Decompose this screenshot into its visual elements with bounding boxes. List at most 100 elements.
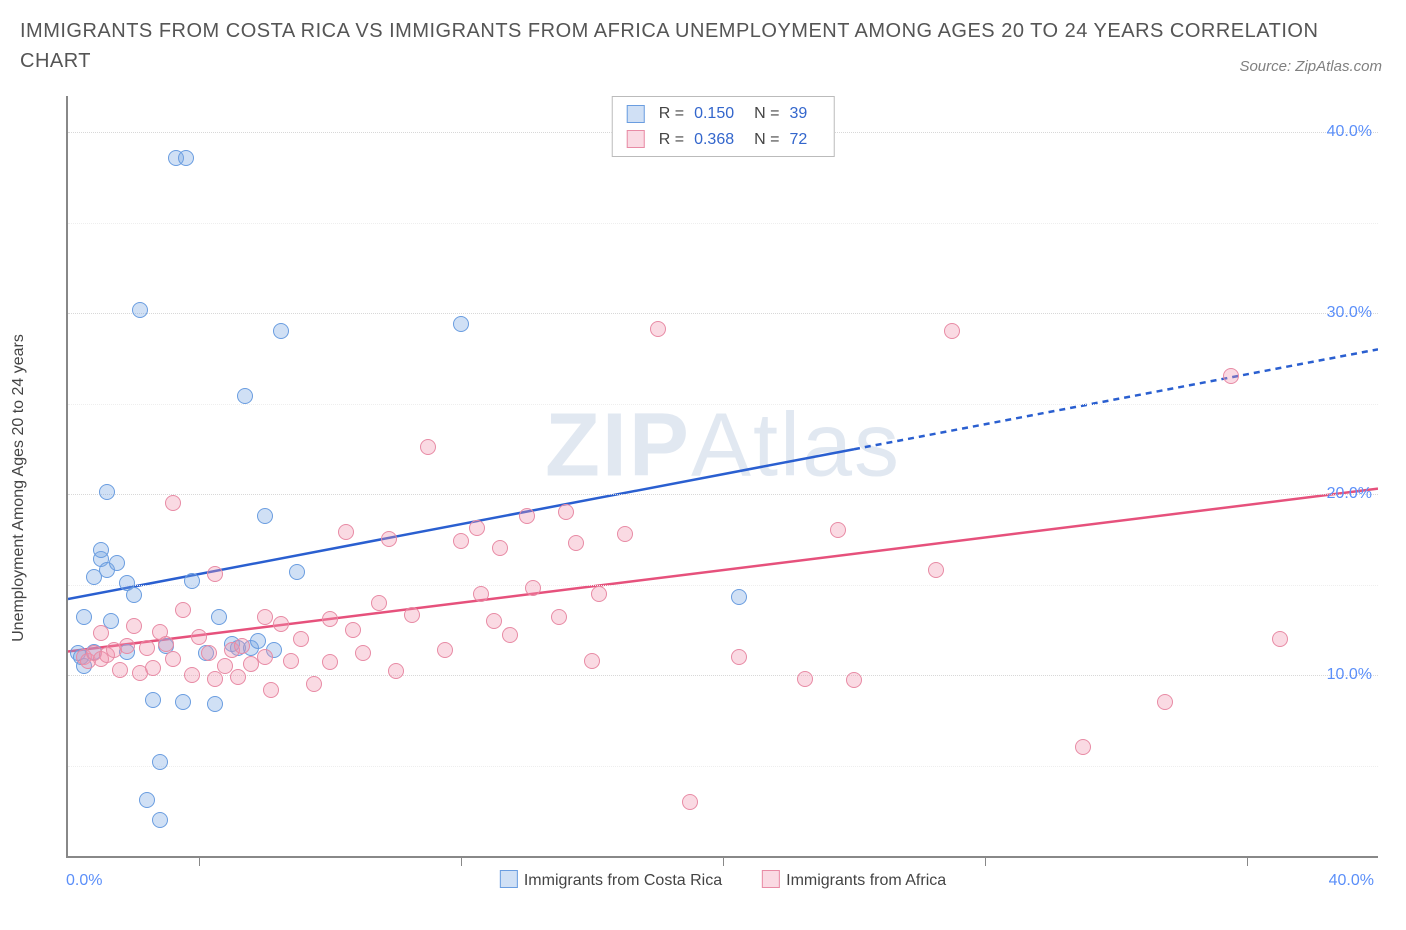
grid-line — [68, 675, 1378, 676]
x-tick — [461, 856, 462, 866]
data-point — [99, 484, 115, 500]
series-legend: Immigrants from Costa Rica Immigrants fro… — [500, 870, 946, 890]
data-point — [591, 586, 607, 602]
y-tick-label: 20.0% — [1327, 485, 1372, 503]
data-point — [617, 526, 633, 542]
data-point — [191, 629, 207, 645]
data-point — [211, 609, 227, 625]
data-point — [306, 676, 322, 692]
data-point — [338, 524, 354, 540]
data-point — [502, 627, 518, 643]
correlation-legend: R =0.150N =39R =0.368N =72 — [612, 96, 835, 157]
y-axis-label: Unemployment Among Ages 20 to 24 years — [10, 334, 28, 642]
data-point — [797, 671, 813, 687]
y-tick-label: 10.0% — [1327, 666, 1372, 684]
data-point — [473, 586, 489, 602]
data-point — [139, 792, 155, 808]
data-point — [584, 653, 600, 669]
data-point — [76, 609, 92, 625]
x-tick — [199, 856, 200, 866]
data-point — [525, 580, 541, 596]
data-point — [437, 642, 453, 658]
data-point — [139, 640, 155, 656]
chart-title: IMMIGRANTS FROM COSTA RICA VS IMMIGRANTS… — [20, 16, 1386, 76]
data-point — [371, 595, 387, 611]
data-point — [453, 533, 469, 549]
data-point — [1223, 368, 1239, 384]
data-point — [420, 439, 436, 455]
data-point — [109, 555, 125, 571]
data-point — [453, 316, 469, 332]
chart-container: Unemployment Among Ages 20 to 24 years Z… — [20, 88, 1386, 900]
x-axis-min-label: 0.0% — [66, 872, 102, 890]
x-tick — [1247, 856, 1248, 866]
data-point — [293, 631, 309, 647]
data-point — [175, 602, 191, 618]
data-point — [126, 618, 142, 634]
legend-stat-row: R =0.150N =39 — [627, 101, 820, 127]
legend-item: Immigrants from Africa — [762, 870, 946, 890]
data-point — [404, 607, 420, 623]
data-point — [568, 535, 584, 551]
data-point — [928, 562, 944, 578]
data-point — [682, 794, 698, 810]
data-point — [846, 672, 862, 688]
data-point — [558, 504, 574, 520]
y-tick-label: 30.0% — [1327, 304, 1372, 322]
x-tick — [723, 856, 724, 866]
data-point — [126, 587, 142, 603]
data-point — [257, 508, 273, 524]
data-point — [145, 660, 161, 676]
data-point — [519, 508, 535, 524]
data-point — [93, 542, 109, 558]
data-point — [152, 812, 168, 828]
data-point — [322, 611, 338, 627]
y-tick-label: 40.0% — [1327, 123, 1372, 141]
data-point — [207, 696, 223, 712]
data-point — [145, 692, 161, 708]
plot-area: ZIPAtlas R =0.150N =39R =0.368N =72 0.0%… — [66, 96, 1378, 858]
data-point — [207, 566, 223, 582]
data-point — [230, 669, 246, 685]
legend-stat-row: R =0.368N =72 — [627, 127, 820, 153]
data-point — [731, 589, 747, 605]
data-point — [263, 682, 279, 698]
data-point — [650, 321, 666, 337]
x-axis-max-label: 40.0% — [1329, 872, 1374, 890]
data-point — [551, 609, 567, 625]
data-point — [1075, 739, 1091, 755]
data-point — [257, 609, 273, 625]
data-point — [1272, 631, 1288, 647]
data-point — [283, 653, 299, 669]
data-point — [355, 645, 371, 661]
data-point — [93, 625, 109, 641]
source-attribution: Source: ZipAtlas.com — [1239, 58, 1382, 75]
data-point — [469, 520, 485, 536]
data-point — [184, 573, 200, 589]
data-point — [237, 388, 253, 404]
data-point — [289, 564, 305, 580]
data-point — [201, 645, 217, 661]
data-point — [273, 616, 289, 632]
data-point — [388, 663, 404, 679]
data-point — [381, 531, 397, 547]
grid-line — [68, 313, 1378, 314]
data-point — [830, 522, 846, 538]
data-point — [257, 649, 273, 665]
data-point — [165, 495, 181, 511]
data-point — [175, 694, 191, 710]
data-point — [944, 323, 960, 339]
watermark: ZIPAtlas — [545, 394, 901, 497]
data-point — [250, 633, 266, 649]
x-tick — [985, 856, 986, 866]
data-point — [184, 667, 200, 683]
data-point — [345, 622, 361, 638]
data-point — [273, 323, 289, 339]
data-point — [152, 754, 168, 770]
data-point — [322, 654, 338, 670]
data-point — [178, 150, 194, 166]
legend-item: Immigrants from Costa Rica — [500, 870, 722, 890]
data-point — [486, 613, 502, 629]
data-point — [112, 662, 128, 678]
data-point — [731, 649, 747, 665]
